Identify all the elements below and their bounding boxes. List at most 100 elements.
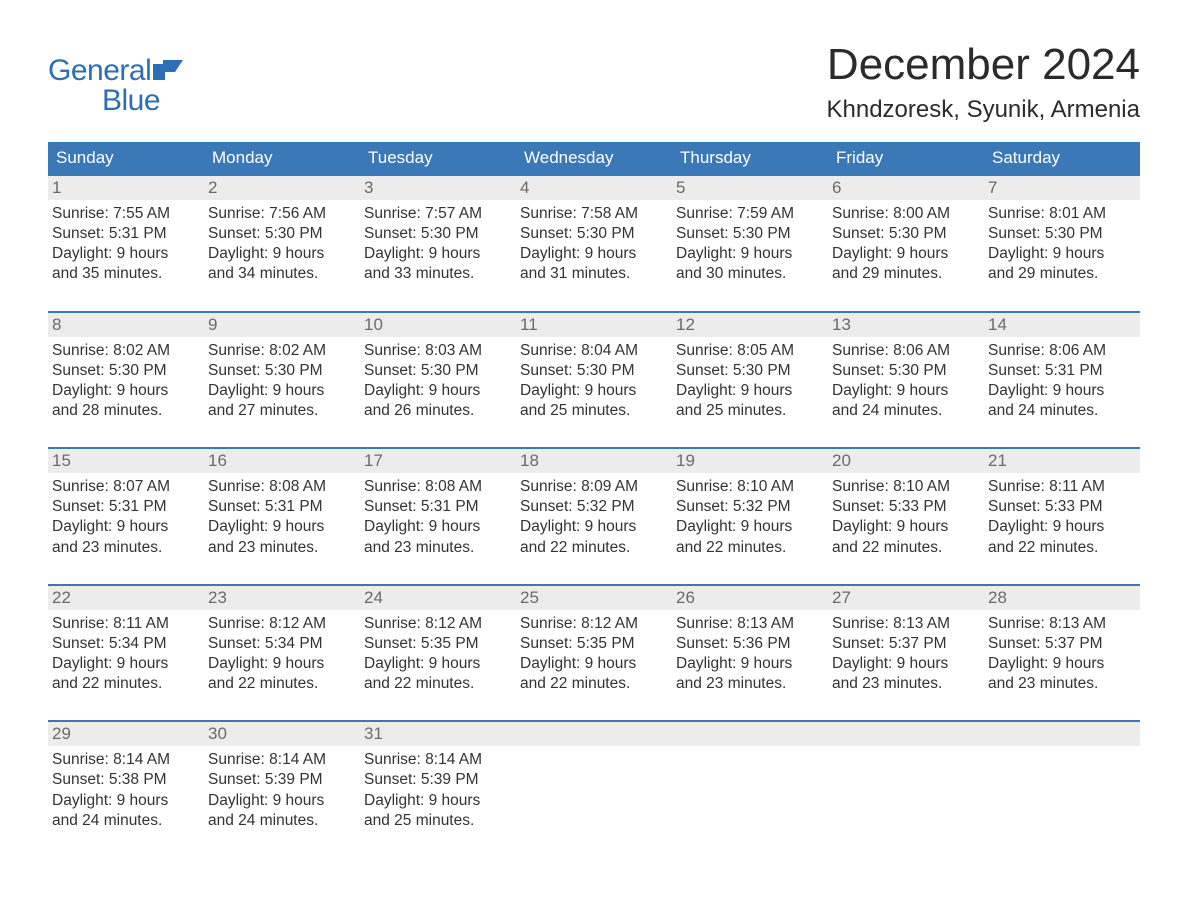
day-number [516, 722, 672, 746]
day-number: 27 [828, 586, 984, 610]
sunrise-line: Sunrise: 8:08 AM [208, 477, 354, 497]
day-cell: Sunrise: 8:02 AMSunset: 5:30 PMDaylight:… [48, 337, 204, 438]
day-cell: Sunrise: 8:10 AMSunset: 5:33 PMDaylight:… [828, 473, 984, 574]
sunset-line: Sunset: 5:33 PM [832, 497, 978, 517]
day-number: 26 [672, 586, 828, 610]
sunset-line: Sunset: 5:30 PM [520, 361, 666, 381]
daylight-line-2: and 22 minutes. [832, 538, 978, 558]
daylight-line-1: Daylight: 9 hours [832, 244, 978, 264]
daylight-line-2: and 22 minutes. [520, 674, 666, 694]
daylight-line-2: and 22 minutes. [676, 538, 822, 558]
calendar-week: 22232425262728Sunrise: 8:11 AMSunset: 5:… [48, 584, 1140, 711]
sunset-line: Sunset: 5:31 PM [208, 497, 354, 517]
daylight-line-2: and 24 minutes. [832, 401, 978, 421]
day-number: 9 [204, 313, 360, 337]
day-number: 28 [984, 586, 1140, 610]
sunrise-line: Sunrise: 8:08 AM [364, 477, 510, 497]
day-number: 12 [672, 313, 828, 337]
daylight-line-1: Daylight: 9 hours [52, 381, 198, 401]
day-number: 2 [204, 176, 360, 200]
calendar: Sunday Monday Tuesday Wednesday Thursday… [48, 142, 1140, 847]
sunrise-line: Sunrise: 8:14 AM [208, 750, 354, 770]
daylight-line-1: Daylight: 9 hours [52, 517, 198, 537]
logo-text-bottom: Blue [48, 86, 183, 116]
day-cell: Sunrise: 8:08 AMSunset: 5:31 PMDaylight:… [360, 473, 516, 574]
daylight-line-1: Daylight: 9 hours [52, 654, 198, 674]
daylight-line-1: Daylight: 9 hours [520, 244, 666, 264]
weekday-header: Tuesday [360, 142, 516, 174]
weekday-header: Thursday [672, 142, 828, 174]
daylight-line-2: and 33 minutes. [364, 264, 510, 284]
day-number: 22 [48, 586, 204, 610]
day-cell: Sunrise: 8:06 AMSunset: 5:31 PMDaylight:… [984, 337, 1140, 438]
day-cell: Sunrise: 8:07 AMSunset: 5:31 PMDaylight:… [48, 473, 204, 574]
sunset-line: Sunset: 5:30 PM [364, 361, 510, 381]
sunset-line: Sunset: 5:30 PM [520, 224, 666, 244]
daylight-line-1: Daylight: 9 hours [208, 654, 354, 674]
sunset-line: Sunset: 5:30 PM [832, 224, 978, 244]
daylight-line-1: Daylight: 9 hours [364, 654, 510, 674]
sunset-line: Sunset: 5:31 PM [988, 361, 1134, 381]
daylight-line-2: and 23 minutes. [52, 538, 198, 558]
sunset-line: Sunset: 5:39 PM [208, 770, 354, 790]
day-cell: Sunrise: 8:09 AMSunset: 5:32 PMDaylight:… [516, 473, 672, 574]
daylight-line-1: Daylight: 9 hours [832, 517, 978, 537]
daylight-line-2: and 29 minutes. [832, 264, 978, 284]
sunrise-line: Sunrise: 8:13 AM [988, 614, 1134, 634]
daylight-line-2: and 23 minutes. [364, 538, 510, 558]
day-cell: Sunrise: 8:03 AMSunset: 5:30 PMDaylight:… [360, 337, 516, 438]
sunrise-line: Sunrise: 8:11 AM [988, 477, 1134, 497]
sunrise-line: Sunrise: 8:10 AM [676, 477, 822, 497]
sunrise-line: Sunrise: 7:59 AM [676, 204, 822, 224]
daylight-line-1: Daylight: 9 hours [52, 244, 198, 264]
daylight-line-2: and 25 minutes. [364, 811, 510, 831]
sunrise-line: Sunrise: 7:55 AM [52, 204, 198, 224]
day-cell: Sunrise: 8:01 AMSunset: 5:30 PMDaylight:… [984, 200, 1140, 301]
day-number: 1 [48, 176, 204, 200]
day-cell: Sunrise: 8:12 AMSunset: 5:34 PMDaylight:… [204, 610, 360, 711]
calendar-week: 293031Sunrise: 8:14 AMSunset: 5:38 PMDay… [48, 720, 1140, 847]
sunset-line: Sunset: 5:32 PM [676, 497, 822, 517]
daylight-line-1: Daylight: 9 hours [364, 381, 510, 401]
weekday-header: Sunday [48, 142, 204, 174]
day-cell [828, 746, 984, 847]
day-cell [516, 746, 672, 847]
day-number: 31 [360, 722, 516, 746]
daylight-line-2: and 22 minutes. [364, 674, 510, 694]
calendar-week: 891011121314Sunrise: 8:02 AMSunset: 5:30… [48, 311, 1140, 438]
daylight-line-1: Daylight: 9 hours [364, 517, 510, 537]
sunset-line: Sunset: 5:30 PM [832, 361, 978, 381]
page-title: December 2024 [827, 40, 1141, 90]
sunset-line: Sunset: 5:31 PM [52, 224, 198, 244]
day-cell [672, 746, 828, 847]
daylight-line-1: Daylight: 9 hours [988, 654, 1134, 674]
sunrise-line: Sunrise: 8:06 AM [832, 341, 978, 361]
day-cell: Sunrise: 8:12 AMSunset: 5:35 PMDaylight:… [360, 610, 516, 711]
sunset-line: Sunset: 5:38 PM [52, 770, 198, 790]
daylight-line-1: Daylight: 9 hours [52, 791, 198, 811]
daylight-line-2: and 26 minutes. [364, 401, 510, 421]
day-cell: Sunrise: 8:11 AMSunset: 5:33 PMDaylight:… [984, 473, 1140, 574]
sunset-line: Sunset: 5:39 PM [364, 770, 510, 790]
sunrise-line: Sunrise: 7:58 AM [520, 204, 666, 224]
daylight-line-1: Daylight: 9 hours [208, 244, 354, 264]
day-cell: Sunrise: 8:10 AMSunset: 5:32 PMDaylight:… [672, 473, 828, 574]
sunrise-line: Sunrise: 8:07 AM [52, 477, 198, 497]
daylight-line-1: Daylight: 9 hours [520, 517, 666, 537]
logo: General Blue [48, 40, 183, 116]
day-number: 30 [204, 722, 360, 746]
daylight-line-2: and 27 minutes. [208, 401, 354, 421]
daylight-line-1: Daylight: 9 hours [676, 381, 822, 401]
sunset-line: Sunset: 5:30 PM [676, 224, 822, 244]
daylight-line-2: and 30 minutes. [676, 264, 822, 284]
daylight-line-2: and 25 minutes. [520, 401, 666, 421]
day-number: 19 [672, 449, 828, 473]
daylight-line-2: and 23 minutes. [676, 674, 822, 694]
day-cell: Sunrise: 8:14 AMSunset: 5:39 PMDaylight:… [360, 746, 516, 847]
day-cell: Sunrise: 8:14 AMSunset: 5:39 PMDaylight:… [204, 746, 360, 847]
sunset-line: Sunset: 5:30 PM [208, 361, 354, 381]
sunrise-line: Sunrise: 8:14 AM [364, 750, 510, 770]
day-number: 8 [48, 313, 204, 337]
daylight-line-1: Daylight: 9 hours [832, 381, 978, 401]
sunrise-line: Sunrise: 8:13 AM [832, 614, 978, 634]
